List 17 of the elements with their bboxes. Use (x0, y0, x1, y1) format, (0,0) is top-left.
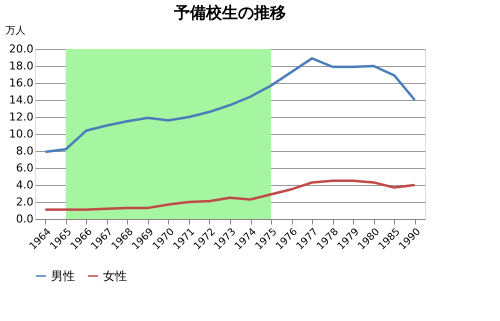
y-tick-label: 20.0 (9, 42, 34, 56)
y-tick-label: 10.0 (9, 128, 34, 140)
legend-label: 男性 (51, 269, 75, 283)
y-tick-label: 16.0 (9, 76, 34, 90)
y-tick-label: 4.0 (16, 178, 34, 192)
chart-title: 予備校生の推移 (173, 3, 286, 22)
y-tick-label: 0.0 (16, 212, 34, 226)
legend-label: 女性 (103, 269, 127, 283)
y-tick-label: 8.0 (16, 144, 34, 158)
y-tick-label: 12.0 (9, 110, 34, 124)
y-axis-title: 万人 (6, 26, 26, 36)
line-series (44, 180, 416, 211)
y-tick-label: 14.0 (9, 94, 34, 106)
y-tick-label: 18.0 (9, 60, 34, 72)
y-tick-label: 6.0 (16, 162, 34, 174)
line-series (44, 57, 416, 154)
y-tick-label: 2.0 (16, 196, 34, 208)
